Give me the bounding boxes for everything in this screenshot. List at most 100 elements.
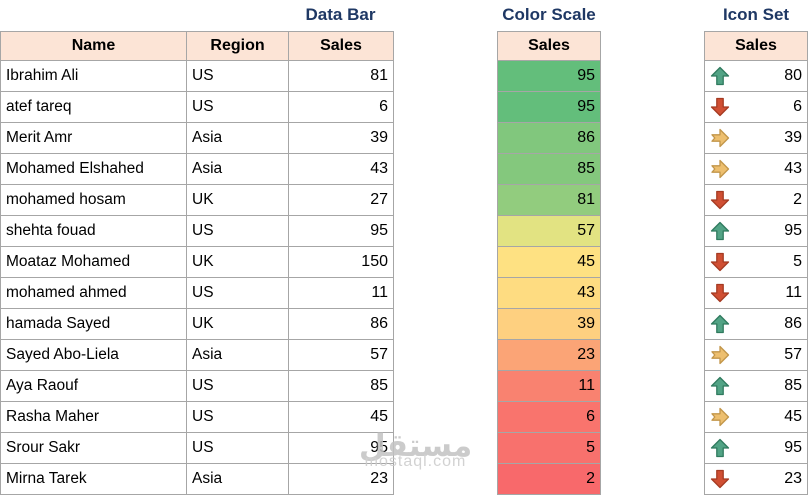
color-scale-sales-cell[interactable]: 95 (497, 91, 601, 123)
arrow-down-icon (710, 283, 730, 303)
region-cell[interactable]: US (186, 432, 289, 464)
sales-cell[interactable]: 6 (288, 91, 394, 123)
table-row: 95 (497, 60, 601, 92)
name-cell[interactable]: Rasha Maher (0, 401, 187, 433)
name-cell[interactable]: Mohamed Elshahed (0, 153, 187, 185)
sales-cell[interactable]: 23 (288, 463, 394, 495)
sales-value: 57 (784, 346, 802, 363)
icon-set-title: Icon Set (722, 5, 790, 24)
region-cell[interactable]: UK (186, 246, 289, 278)
sales-cell[interactable]: 39 (288, 122, 394, 154)
region-cell[interactable]: UK (186, 184, 289, 216)
icon-set-sales-cell[interactable]: 95 (704, 432, 808, 464)
icon-set-sales-cell[interactable]: 6 (704, 91, 808, 123)
sales-header-cell[interactable]: Sales (704, 31, 808, 61)
icon-value-wrap: 23 (710, 469, 802, 489)
region-cell[interactable]: US (186, 60, 289, 92)
icon-set-sales-cell[interactable]: 80 (704, 60, 808, 92)
name-cell[interactable]: mohamed hosam (0, 184, 187, 216)
region-cell[interactable]: US (186, 215, 289, 247)
sales-value: 86 (784, 315, 802, 332)
color-scale-sales-cell[interactable]: 2 (497, 463, 601, 495)
sales-header-cell[interactable]: Sales (288, 31, 394, 61)
color-scale-sales-cell[interactable]: 39 (497, 308, 601, 340)
color-scale-sales-cell[interactable]: 81 (497, 184, 601, 216)
sales-cell[interactable]: 27 (288, 184, 394, 216)
sales-cell[interactable]: 85 (288, 370, 394, 402)
icon-set-sales-cell[interactable]: 39 (704, 122, 808, 154)
icon-set-sales-cell[interactable]: 45 (704, 401, 808, 433)
name-cell[interactable]: Moataz Mohamed (0, 246, 187, 278)
arrow-up-icon (710, 314, 730, 334)
name-cell[interactable]: Merit Amr (0, 122, 187, 154)
icon-set-sales-cell[interactable]: 11 (704, 277, 808, 309)
color-scale-sales-cell[interactable]: 95 (497, 60, 601, 92)
header-row: Sales (497, 31, 601, 61)
color-scale-sales-cell[interactable]: 11 (497, 370, 601, 402)
arrow-up-icon (710, 376, 730, 396)
region-cell[interactable]: Asia (186, 122, 289, 154)
table-row: 5 (497, 432, 601, 464)
color-scale-sales-cell[interactable]: 23 (497, 339, 601, 371)
icon-set-sales-cell[interactable]: 86 (704, 308, 808, 340)
sales-cell[interactable]: 95 (288, 432, 394, 464)
table-row: 2 (704, 184, 808, 216)
name-cell[interactable]: Srour Sakr (0, 432, 187, 464)
region-cell[interactable]: US (186, 401, 289, 433)
name-header-cell[interactable]: Name (0, 31, 187, 61)
icon-set-sales-cell[interactable]: 2 (704, 184, 808, 216)
sales-cell[interactable]: 43 (288, 153, 394, 185)
region-cell[interactable]: US (186, 91, 289, 123)
name-cell[interactable]: Ibrahim Ali (0, 60, 187, 92)
table-row: 39 (497, 308, 601, 340)
region-cell[interactable]: UK (186, 308, 289, 340)
region-header-cell[interactable]: Region (186, 31, 289, 61)
color-scale-sales-cell[interactable]: 85 (497, 153, 601, 185)
sales-cell[interactable]: 11 (288, 277, 394, 309)
sales-cell[interactable]: 81 (288, 60, 394, 92)
sales-cell[interactable]: 150 (288, 246, 394, 278)
table-row: 23 (497, 339, 601, 371)
icon-set-sales-cell[interactable]: 43 (704, 153, 808, 185)
name-cell[interactable]: Sayed Abo-Liela (0, 339, 187, 371)
icon-value-wrap: 11 (710, 283, 802, 303)
icon-set-sales-cell[interactable]: 95 (704, 215, 808, 247)
icon-set-sales-cell[interactable]: 23 (704, 463, 808, 495)
region-cell[interactable]: Asia (186, 339, 289, 371)
table-row: 11 (497, 370, 601, 402)
color-scale-sales-cell[interactable]: 45 (497, 246, 601, 278)
icon-set-sales-cell[interactable]: 85 (704, 370, 808, 402)
name-cell[interactable]: mohamed ahmed (0, 277, 187, 309)
sales-cell[interactable]: 95 (288, 215, 394, 247)
region-cell[interactable]: Asia (186, 153, 289, 185)
icon-value-wrap: 45 (710, 407, 802, 427)
name-cell[interactable]: Mirna Tarek (0, 463, 187, 495)
sales-cell[interactable]: 57 (288, 339, 394, 371)
arrow-right-icon (711, 407, 730, 427)
color-scale-sales-cell[interactable]: 57 (497, 215, 601, 247)
table-row: 39 (704, 122, 808, 154)
name-cell[interactable]: shehta fouad (0, 215, 187, 247)
color-scale-sales-cell[interactable]: 6 (497, 401, 601, 433)
table-row: 86 (704, 308, 808, 340)
icon-set-sales-cell[interactable]: 5 (704, 246, 808, 278)
icon-set-sales-cell[interactable]: 57 (704, 339, 808, 371)
table-row: 95 (704, 432, 808, 464)
name-cell[interactable]: atef tareq (0, 91, 187, 123)
sales-cell[interactable]: 45 (288, 401, 394, 433)
table-row: 23 (704, 463, 808, 495)
region-cell[interactable]: Asia (186, 463, 289, 495)
sales-value: 80 (784, 67, 802, 84)
sales-cell[interactable]: 86 (288, 308, 394, 340)
name-cell[interactable]: hamada Sayed (0, 308, 187, 340)
color-scale-sales-cell[interactable]: 86 (497, 122, 601, 154)
color-scale-title: Color Scale (502, 5, 596, 24)
region-cell[interactable]: US (186, 277, 289, 309)
data-bar-table: Name Region Sales Ibrahim Ali US 81 atef ta… (0, 31, 394, 495)
name-cell[interactable]: Aya Raouf (0, 370, 187, 402)
sales-value: 6 (793, 98, 802, 115)
region-cell[interactable]: US (186, 370, 289, 402)
color-scale-sales-cell[interactable]: 5 (497, 432, 601, 464)
sales-header-cell[interactable]: Sales (497, 31, 601, 61)
color-scale-sales-cell[interactable]: 43 (497, 277, 601, 309)
